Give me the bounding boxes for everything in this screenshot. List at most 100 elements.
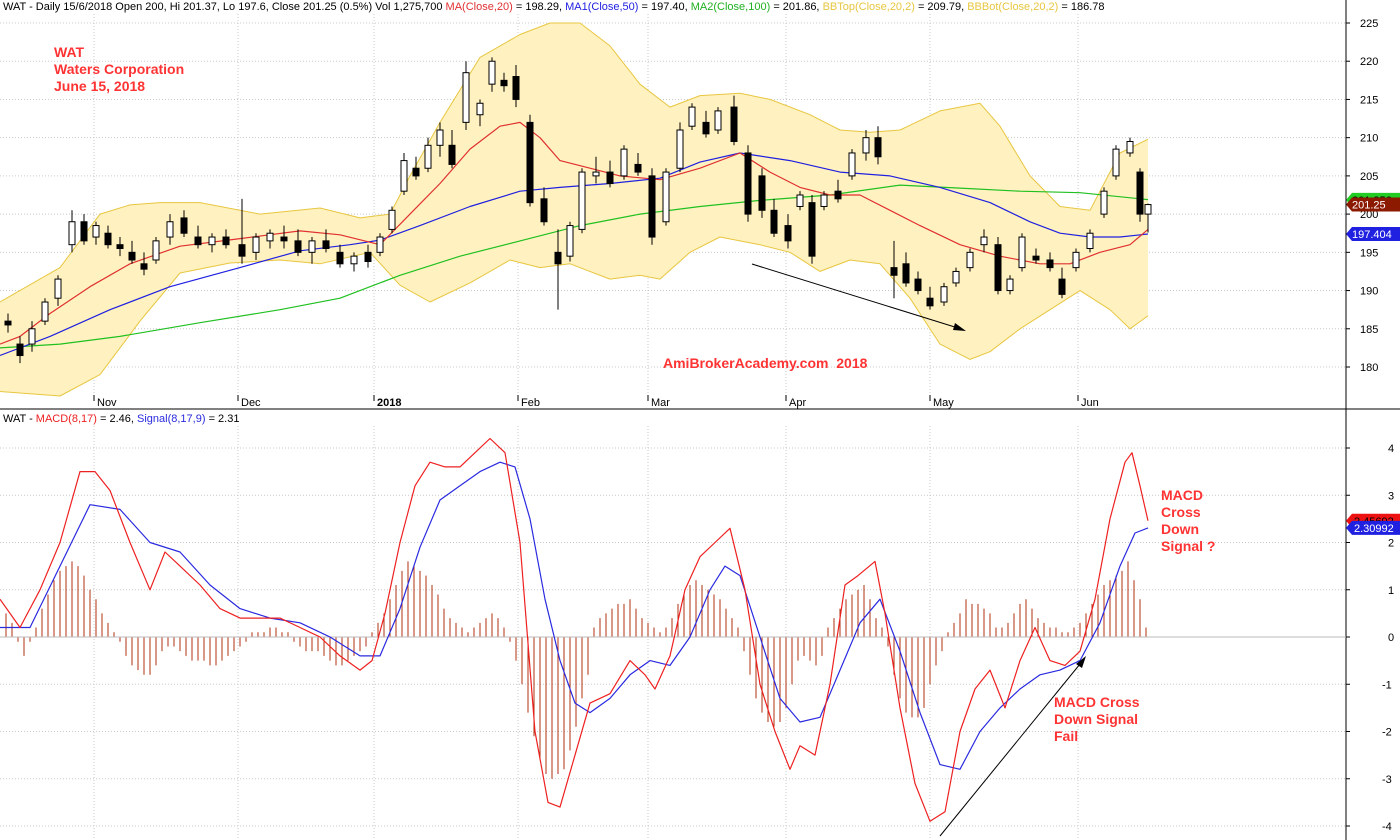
signal-value-tag-box [1346, 520, 1400, 535]
ma100-legend: MA2(Close,100) [690, 1, 771, 13]
x-axis-label: 2018 [377, 397, 401, 409]
candle-up [462, 72, 470, 123]
macd-fail-annotation: MACD Cross Down Signal Fail [1054, 694, 1140, 745]
trend-arrow-head [953, 323, 966, 331]
signal-line [0, 461, 1149, 770]
price-axis-label: 210 [1360, 133, 1378, 145]
macd-axis-label: 1 [1388, 585, 1394, 597]
ma20-value: = 198.29, [515, 1, 563, 13]
candle-up [41, 301, 49, 322]
ma20-legend: MA(Close,20) [445, 1, 513, 13]
candle-down [336, 251, 344, 265]
candle-down [364, 251, 372, 263]
date-label: June 15, 2018 [54, 78, 146, 94]
candle-down [16, 343, 24, 357]
candle-down [180, 217, 188, 234]
price-axis-label: 200 [1360, 209, 1378, 221]
candle-up [1100, 190, 1108, 215]
candle-up [400, 160, 408, 192]
candle-up [350, 255, 358, 265]
candle-down [526, 121, 534, 204]
candle-down [914, 278, 922, 292]
bollinger-band-fill [0, 23, 1148, 396]
macd-axis-label: -2 [1382, 727, 1392, 739]
candle-up [662, 171, 670, 223]
candle-up [54, 278, 62, 299]
candle-down [1046, 259, 1054, 269]
candle-down [412, 167, 420, 177]
candle-down [280, 236, 288, 242]
macd-question-line-1: MACD [1161, 487, 1203, 503]
macd-fail-line-2: Down Signal [1054, 711, 1138, 727]
candle-up [152, 240, 160, 261]
price-axis-label: 225 [1360, 18, 1378, 30]
macd-legend: MACD(8,17) [35, 413, 97, 425]
candle-down [238, 244, 246, 257]
macd-value: = 2.46, [99, 413, 134, 425]
candle-up [1126, 140, 1134, 154]
candle-up [1112, 148, 1120, 177]
candle-up [1086, 232, 1094, 250]
company-label: Waters Corporation [54, 61, 185, 77]
candle-down [500, 79, 508, 87]
candle-down [554, 251, 562, 265]
candle-down [926, 297, 934, 307]
ma50-price-tag-box [1346, 226, 1400, 241]
stock-info-annotation: WAT Waters Corporation June 15, 2018 [54, 44, 184, 95]
candle-down [1136, 171, 1144, 215]
candle-up [266, 232, 274, 242]
candle-down [1032, 255, 1040, 261]
ma50-price-tag: 197.404 [1352, 229, 1392, 241]
macd-question-line-2: Cross [1161, 504, 1201, 520]
candle-down [540, 198, 548, 223]
price-axis-label: 190 [1360, 286, 1378, 298]
candle-up [796, 194, 804, 207]
candle-down [758, 175, 766, 211]
candle-down [702, 121, 710, 135]
candle-down [648, 175, 656, 238]
macd-axis-label: 4 [1388, 443, 1394, 455]
candle-down [512, 76, 520, 100]
macd-panel-header: WAT - MACD(8,17) = 2.46, Signal(8,17,9) … [3, 413, 239, 425]
candle-up [208, 236, 216, 246]
candle-down [634, 163, 642, 173]
price-axis-label: 215 [1360, 94, 1378, 106]
candle-up [592, 171, 600, 177]
candle-up [676, 129, 684, 169]
candle-down [116, 244, 124, 250]
x-axis-label: May [933, 397, 954, 409]
candle-down [294, 240, 302, 253]
candle-down [128, 251, 136, 261]
macd-axis-label: -3 [1382, 774, 1392, 786]
candle-down [140, 263, 148, 270]
candle-up [566, 225, 574, 257]
signal-legend: Signal(8,17,9) [137, 413, 206, 425]
price-header-prefix: WAT - Daily 15/6/2018 Open 200, Hi 201.3… [3, 1, 443, 13]
candle-down [890, 267, 898, 276]
candle-up [476, 102, 484, 116]
x-axis-label: Apr [789, 397, 806, 409]
candle-down [194, 236, 202, 246]
x-axis-label: Jun [1081, 397, 1099, 409]
candle-up [424, 144, 432, 169]
candle-up [1072, 251, 1080, 269]
macd-axis-label: 3 [1388, 490, 1394, 502]
candle-down [834, 190, 842, 200]
price-axis-label: 220 [1360, 56, 1378, 68]
candle-up [436, 129, 444, 146]
candle-up [578, 171, 586, 230]
candle-up [848, 152, 856, 177]
candle-up [688, 106, 696, 127]
candle-up [952, 270, 960, 284]
candle-up [820, 194, 828, 207]
candle-down [808, 202, 816, 257]
candle-down [770, 209, 778, 234]
bbbot-value: = 186.78 [1061, 1, 1105, 13]
price-axis-label: 205 [1360, 171, 1378, 183]
ma50-line [0, 152, 1149, 357]
candle-down [80, 221, 88, 242]
close-price-tag-box [1346, 197, 1400, 212]
macd-axis-label: -1 [1382, 679, 1392, 691]
close-price-tag: 201.25 [1352, 200, 1386, 212]
